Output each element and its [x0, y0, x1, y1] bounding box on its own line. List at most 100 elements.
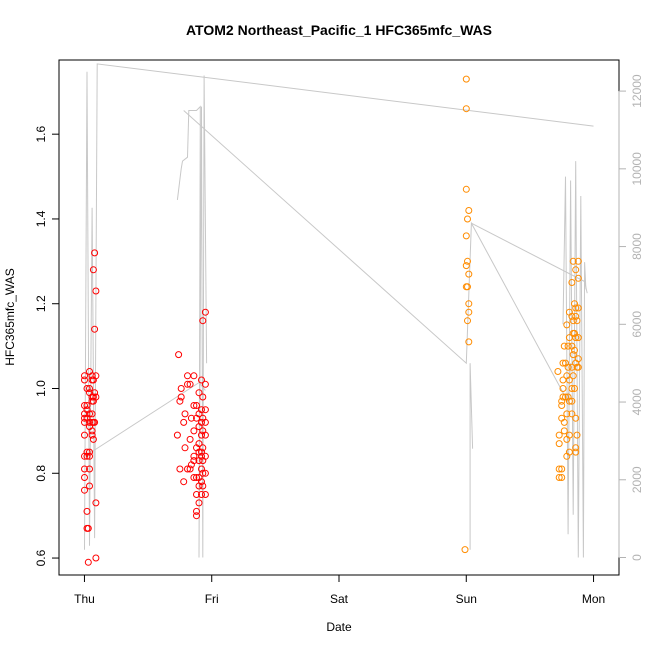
data-point: [195, 499, 203, 507]
secondary-y-axis: 0 2000 4000 6000 8000 10000 12000: [618, 74, 644, 561]
data-point: [464, 317, 471, 325]
data-point: [572, 414, 580, 422]
chart-title: ATOM2 Northeast_Pacific_1 HFC365mfc_WAS: [186, 22, 492, 38]
data-point: [564, 393, 572, 401]
data-point: [201, 431, 209, 439]
data-point: [465, 300, 473, 308]
data-point: [89, 435, 97, 443]
data-point: [465, 270, 473, 278]
data-point: [568, 385, 576, 392]
data-point: [558, 465, 566, 473]
data-point: [86, 418, 93, 426]
x-tick-label: Mon: [582, 592, 605, 606]
data-point: [573, 317, 581, 325]
data-point: [92, 499, 100, 507]
data-point: [193, 474, 200, 481]
data-point: [184, 465, 191, 473]
data-point: [91, 418, 99, 426]
data-point: [186, 465, 194, 473]
data-point: [564, 363, 572, 371]
data-point: [199, 444, 207, 452]
data-point: [198, 418, 205, 426]
data-point: [92, 393, 100, 401]
data-point: [201, 418, 209, 426]
y-tick-label: 1.6: [34, 126, 48, 143]
data-point: [201, 406, 209, 414]
data-point: [88, 410, 96, 418]
data-point: [563, 321, 571, 329]
data-point: [564, 342, 572, 350]
altitude-line-0: [84, 63, 594, 550]
data-point: [86, 448, 93, 456]
data-point: [86, 452, 93, 460]
data-point: [559, 359, 567, 367]
data-point: [193, 512, 200, 520]
data-point: [462, 185, 470, 193]
data-point: [462, 75, 470, 83]
data-point: [560, 427, 568, 435]
data-point: [86, 385, 93, 392]
data-point: [81, 486, 88, 494]
data-point: [195, 389, 203, 397]
data-point: [193, 507, 200, 515]
data-point: [193, 402, 200, 409]
data-point: [562, 393, 569, 401]
data-point: [555, 474, 563, 481]
data-point: [574, 257, 582, 265]
data-point: [198, 376, 205, 384]
y-tick-label: 0.6: [34, 549, 48, 566]
data-point: [81, 372, 88, 380]
data-point: [572, 266, 580, 274]
data-point: [568, 312, 576, 320]
data-point: [464, 257, 471, 265]
data-point: [92, 287, 100, 295]
data-point: [198, 431, 205, 439]
data-point: [190, 474, 198, 481]
data-point: [201, 308, 209, 316]
data-point: [190, 372, 198, 380]
data-point: [91, 325, 99, 333]
data-point: [86, 465, 93, 473]
data-point: [572, 312, 580, 320]
data-point: [176, 465, 184, 473]
data-point: [177, 385, 185, 392]
data-point: [193, 491, 200, 498]
y-tick-label: 0.8: [34, 465, 48, 482]
data-point: [173, 431, 181, 439]
y-tick-label: 1.0: [34, 380, 48, 397]
data-point: [201, 452, 209, 460]
y-tick-label: 1.2: [34, 295, 48, 312]
y2-tick-label: 2000: [630, 466, 644, 493]
data-point: [184, 380, 191, 388]
data-point: [572, 304, 580, 312]
data-point: [199, 393, 207, 401]
data-point: [465, 308, 473, 316]
data-point: [181, 410, 189, 418]
x-axis-label: Date: [326, 620, 352, 634]
data-point: [180, 418, 188, 426]
data-point: [565, 397, 573, 405]
data-point: [83, 402, 91, 409]
data-point: [464, 215, 471, 223]
data-point: [569, 351, 577, 359]
data-point: [565, 431, 573, 439]
data-point: [555, 431, 563, 439]
data-point: [186, 435, 194, 443]
plot-frame: [58, 59, 620, 576]
data-point: [563, 410, 571, 418]
data-point: [201, 380, 209, 388]
x-tick-label: Fri: [205, 592, 219, 606]
y-axis: 0.6 0.8 1.0 1.2 1.4 1.6: [34, 126, 60, 566]
data-point: [565, 376, 573, 384]
data-point: [462, 232, 470, 240]
x-axis: Thu Fri Sat Sun Mon: [74, 574, 605, 606]
y2-tick-label: 8000: [630, 233, 644, 260]
y2-tick-label: 12000: [630, 74, 644, 108]
data-point: [465, 338, 473, 346]
altitude-line-3: [183, 110, 572, 404]
data-point: [190, 457, 198, 465]
data-point: [190, 452, 198, 460]
data-point: [88, 427, 96, 435]
data-point: [572, 444, 580, 452]
data-point: [560, 342, 568, 350]
